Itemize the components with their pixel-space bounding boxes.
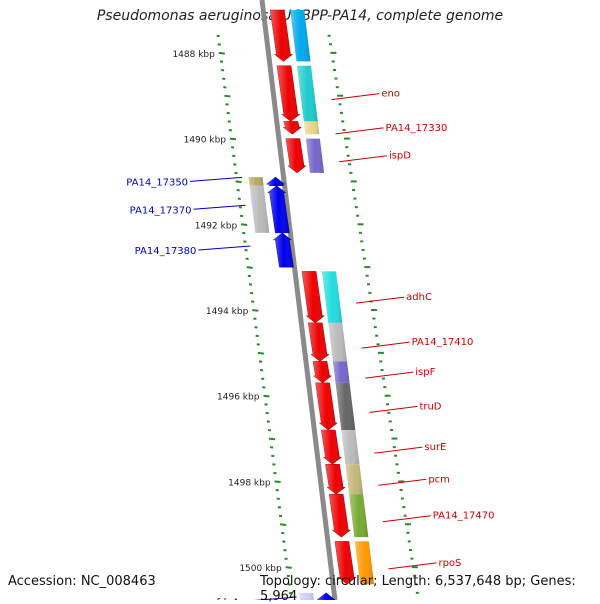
gene-block-shade xyxy=(345,464,363,494)
label-leader xyxy=(369,406,417,412)
label-leader xyxy=(362,342,410,348)
gene-pcm xyxy=(325,464,363,494)
tick-label: 1490 kbp xyxy=(184,136,227,146)
tick-label: 1492 kbp xyxy=(195,221,238,231)
label-leader xyxy=(383,516,431,522)
tick-label: 1494 kbp xyxy=(206,307,249,317)
gene-label: PA14_17410 xyxy=(412,337,474,348)
gene-label: rpoS xyxy=(438,558,461,569)
label-leader xyxy=(356,297,404,303)
gene-block-shade xyxy=(341,430,359,464)
gene-block-shade xyxy=(250,186,270,233)
label-leader xyxy=(190,177,242,181)
gene-block-shade xyxy=(297,66,318,122)
label-leader xyxy=(193,205,245,209)
tick-mark xyxy=(286,567,292,568)
label-leader xyxy=(365,372,413,378)
gene-label: truD xyxy=(419,401,441,412)
tick-mark xyxy=(247,267,253,268)
gene-label: adhC xyxy=(406,292,432,303)
gene-label: pcm xyxy=(428,474,450,485)
tick-label: 1488 kbp xyxy=(172,50,215,60)
gene-adhC xyxy=(302,271,342,322)
gene-block-shade xyxy=(336,383,356,430)
gene-arrow-shade xyxy=(321,430,341,464)
gene-arrow-shade xyxy=(270,10,292,61)
gene-PA14_17410 xyxy=(308,323,347,362)
tick-mark xyxy=(280,524,286,525)
gene-ispD xyxy=(286,139,324,173)
backbone xyxy=(262,0,335,600)
gene-arrow-shade xyxy=(308,323,329,362)
gene-label: PA14_17470 xyxy=(433,511,495,522)
accession-text: Accession: NC_008463 xyxy=(8,574,156,589)
gene-ispF xyxy=(313,361,350,382)
gene-PA14_17470 xyxy=(329,494,368,537)
gene-block-shade xyxy=(306,139,324,173)
gene-label: ispF xyxy=(415,367,435,378)
gene-arrow-shade xyxy=(286,139,306,173)
tick-mark xyxy=(269,439,275,440)
tick-mark xyxy=(230,139,236,140)
gene-arrow-shade xyxy=(283,121,301,134)
tick-mark xyxy=(252,310,258,311)
tick-mark xyxy=(219,53,225,54)
gene-block-shade xyxy=(249,177,264,186)
gene-block-shade xyxy=(349,494,368,537)
gene-arrow-shade xyxy=(329,494,350,537)
backbone-line xyxy=(262,0,335,600)
gene-label: PA14_17350 xyxy=(126,177,188,188)
tick-label: 1498 kbp xyxy=(228,478,271,488)
gene-eno xyxy=(277,66,318,122)
gene-block-shade xyxy=(333,361,350,382)
gene-label: PA14_17380 xyxy=(135,246,197,257)
gene-label: PA14_17370 xyxy=(130,205,192,216)
gene-label: eno xyxy=(381,89,400,100)
gene-block-shade xyxy=(328,323,347,362)
tick-mark xyxy=(224,96,230,97)
gene-block-shade xyxy=(304,121,320,134)
gene-arrow-shade xyxy=(302,271,324,322)
tick-mark xyxy=(263,396,269,397)
gene-unnamed xyxy=(270,10,310,61)
gene-block-shade xyxy=(290,10,310,61)
gene-PA14_17330 xyxy=(283,121,319,134)
gene-track xyxy=(249,10,375,600)
gene-label: PA14_17330 xyxy=(386,123,448,134)
gene-label: ispD xyxy=(389,151,411,162)
tick-track: 1488 kbp 1490 kbp 1492 kbp 1494 kbp 1496 kbp… xyxy=(172,36,418,594)
tick-label: 1496 kbp xyxy=(217,393,260,403)
tick-mark xyxy=(258,353,264,354)
gene-surE xyxy=(321,430,359,464)
gene-block-shade xyxy=(322,271,342,322)
gene-PA14_17370 xyxy=(250,186,290,233)
label-leader xyxy=(339,156,387,162)
label-leader xyxy=(374,447,422,453)
gene-arrow-shade xyxy=(313,361,332,382)
gene-label: surE xyxy=(424,442,446,453)
tick-mark xyxy=(275,481,281,482)
gene-arrow-shade xyxy=(277,66,300,122)
gene-PA14_17350 xyxy=(249,177,285,186)
gene-truD xyxy=(316,383,356,430)
label-leader xyxy=(198,246,250,250)
tick-mark xyxy=(241,224,247,225)
tick-mark xyxy=(236,181,242,182)
tick-label: 1500 kbp xyxy=(239,564,282,574)
label-leader xyxy=(378,479,426,485)
